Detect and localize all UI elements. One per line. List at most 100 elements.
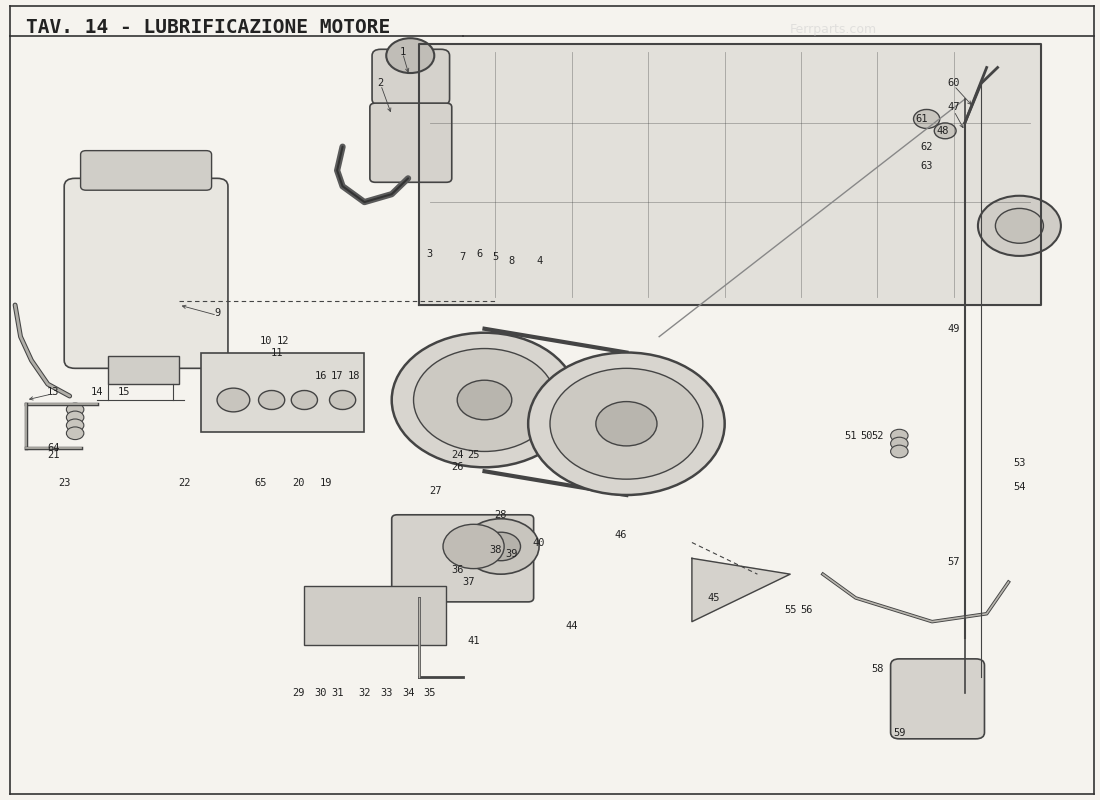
Circle shape xyxy=(258,390,285,410)
Text: TAV. 14 - LUBRIFICAZIONE MOTORE: TAV. 14 - LUBRIFICAZIONE MOTORE xyxy=(26,18,390,38)
Circle shape xyxy=(891,445,909,458)
Polygon shape xyxy=(692,558,790,622)
Text: 34: 34 xyxy=(402,688,415,698)
Circle shape xyxy=(458,380,512,420)
Text: 30: 30 xyxy=(315,688,327,698)
Text: 10: 10 xyxy=(260,336,273,346)
Bar xyxy=(305,586,447,646)
Text: 47: 47 xyxy=(948,102,960,112)
Text: 12: 12 xyxy=(276,336,289,346)
Text: 13: 13 xyxy=(47,387,59,397)
Text: 27: 27 xyxy=(429,486,441,496)
Text: 14: 14 xyxy=(90,387,103,397)
Text: 49: 49 xyxy=(948,324,960,334)
FancyBboxPatch shape xyxy=(891,659,985,739)
Text: 8: 8 xyxy=(508,257,515,266)
FancyBboxPatch shape xyxy=(370,103,452,182)
Text: 35: 35 xyxy=(424,688,437,698)
Text: 60: 60 xyxy=(948,78,960,88)
FancyBboxPatch shape xyxy=(392,514,534,602)
Text: 62: 62 xyxy=(921,142,933,152)
Text: 21: 21 xyxy=(47,450,59,461)
Text: 45: 45 xyxy=(707,593,721,603)
Text: 41: 41 xyxy=(468,637,480,646)
Text: 16: 16 xyxy=(315,371,327,382)
Circle shape xyxy=(66,427,84,439)
Circle shape xyxy=(550,368,703,479)
Circle shape xyxy=(392,333,578,467)
Text: 18: 18 xyxy=(348,371,360,382)
Text: 50: 50 xyxy=(860,430,872,441)
Text: 17: 17 xyxy=(331,371,343,382)
Text: 46: 46 xyxy=(615,530,627,539)
Text: 9: 9 xyxy=(213,308,220,318)
Circle shape xyxy=(414,349,556,451)
Text: 4: 4 xyxy=(536,257,542,266)
Text: 55: 55 xyxy=(784,605,796,614)
Circle shape xyxy=(66,411,84,424)
Text: 33: 33 xyxy=(379,688,393,698)
Text: 2: 2 xyxy=(377,78,384,88)
FancyBboxPatch shape xyxy=(80,150,211,190)
Text: 25: 25 xyxy=(468,450,480,461)
Circle shape xyxy=(386,38,434,73)
Text: 37: 37 xyxy=(462,577,474,587)
Text: 59: 59 xyxy=(893,727,905,738)
Circle shape xyxy=(978,196,1060,256)
Text: 44: 44 xyxy=(565,621,579,630)
Polygon shape xyxy=(419,44,1042,305)
Text: 3: 3 xyxy=(427,249,433,258)
Circle shape xyxy=(528,353,725,495)
Text: 20: 20 xyxy=(293,478,305,488)
Text: 57: 57 xyxy=(948,558,960,567)
Text: Ferrparts.com: Ferrparts.com xyxy=(790,23,878,36)
Bar xyxy=(108,357,179,384)
Text: 32: 32 xyxy=(359,688,371,698)
Text: 64: 64 xyxy=(47,442,59,453)
Text: 38: 38 xyxy=(490,546,502,555)
Text: 15: 15 xyxy=(118,387,131,397)
Circle shape xyxy=(913,110,939,129)
Text: 40: 40 xyxy=(532,538,546,547)
FancyBboxPatch shape xyxy=(372,50,450,106)
Circle shape xyxy=(481,532,520,561)
Text: 29: 29 xyxy=(293,688,305,698)
Circle shape xyxy=(463,518,539,574)
Text: 23: 23 xyxy=(58,478,70,488)
Text: 31: 31 xyxy=(331,688,343,698)
Text: 7: 7 xyxy=(460,253,465,262)
Text: 58: 58 xyxy=(871,664,883,674)
Text: 53: 53 xyxy=(1013,458,1025,468)
Text: 39: 39 xyxy=(506,550,518,559)
Text: 5: 5 xyxy=(493,253,498,262)
Circle shape xyxy=(330,390,355,410)
Text: 52: 52 xyxy=(871,430,883,441)
Text: 11: 11 xyxy=(271,347,284,358)
Text: 48: 48 xyxy=(937,126,949,136)
Text: 26: 26 xyxy=(451,462,463,472)
Text: 28: 28 xyxy=(495,510,507,520)
Circle shape xyxy=(934,123,956,138)
Circle shape xyxy=(66,419,84,432)
Text: 22: 22 xyxy=(178,478,190,488)
Circle shape xyxy=(443,524,504,569)
Circle shape xyxy=(66,403,84,416)
FancyBboxPatch shape xyxy=(64,178,228,368)
Circle shape xyxy=(596,402,657,446)
Text: 36: 36 xyxy=(451,566,463,575)
Text: 63: 63 xyxy=(921,162,933,171)
Text: 61: 61 xyxy=(915,114,927,124)
Text: 24: 24 xyxy=(451,450,463,461)
Text: 65: 65 xyxy=(254,478,267,488)
Text: 1: 1 xyxy=(399,46,406,57)
Circle shape xyxy=(996,209,1044,243)
Circle shape xyxy=(891,430,909,442)
Text: 19: 19 xyxy=(320,478,332,488)
Bar xyxy=(200,353,364,432)
Text: 56: 56 xyxy=(801,605,813,614)
Text: 51: 51 xyxy=(844,430,857,441)
Circle shape xyxy=(217,388,250,412)
Text: 6: 6 xyxy=(476,249,482,258)
Circle shape xyxy=(292,390,318,410)
Circle shape xyxy=(891,438,909,450)
